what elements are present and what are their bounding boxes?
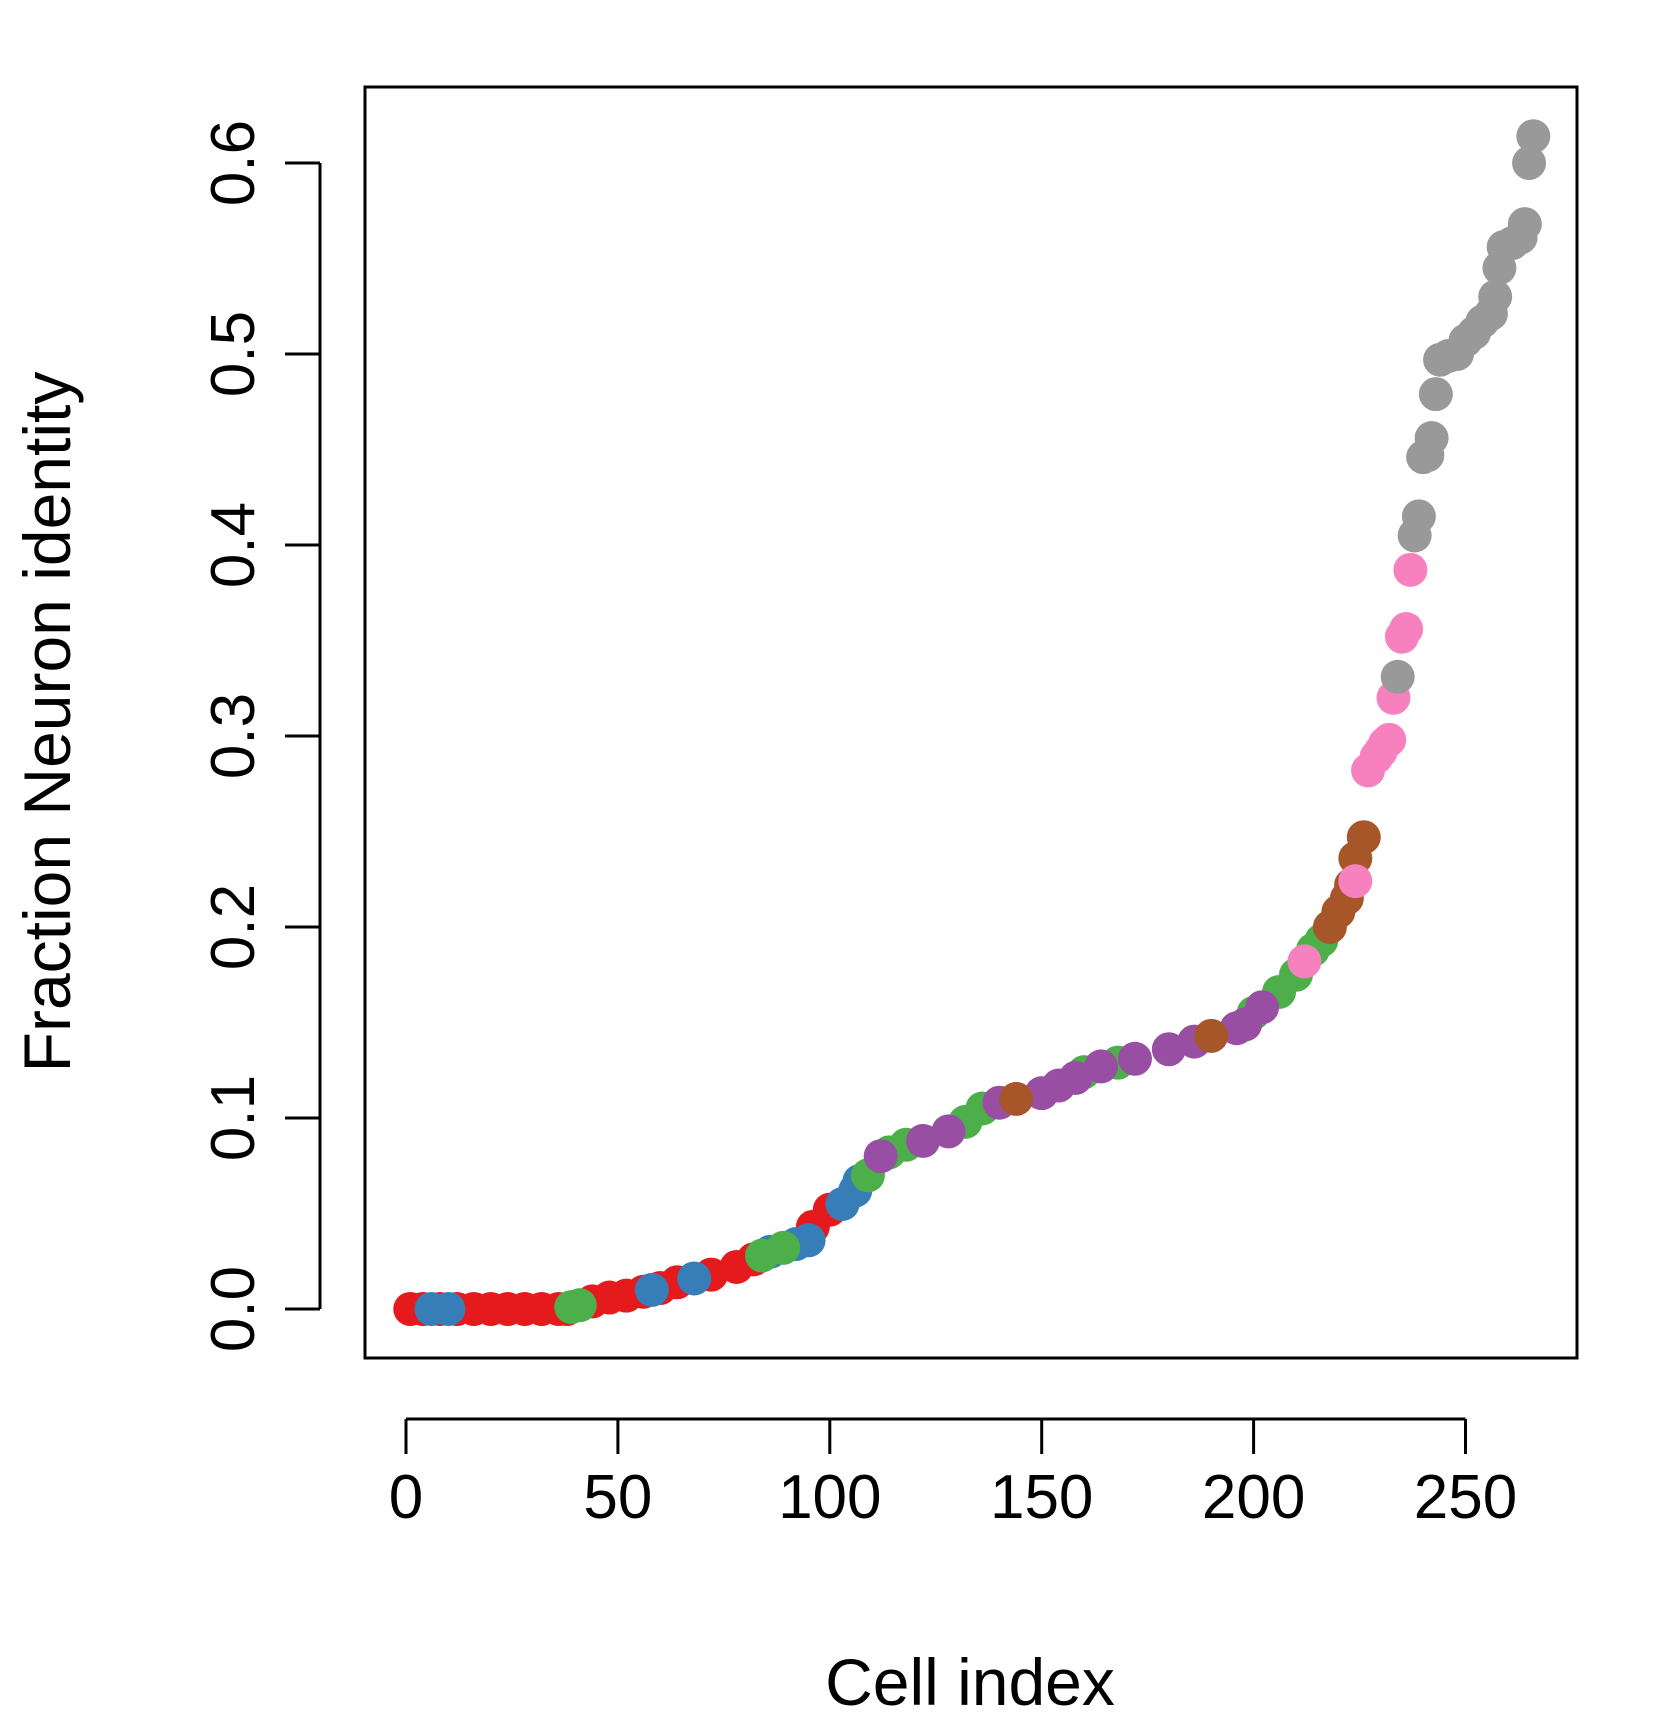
data-point-green: [562, 1288, 597, 1323]
y-tick-label: 0.4: [199, 502, 268, 588]
data-point-gray: [1380, 659, 1415, 694]
x-tick-label: 0: [389, 1463, 423, 1532]
x-axis-title: Cell index: [825, 1645, 1115, 1718]
y-axis: 0.0 0.1 0.2 0.3 0.4 0.5 0.6: [199, 120, 322, 1352]
data-point-pink: [1287, 944, 1322, 979]
y-tick-label: 0.6: [199, 120, 268, 206]
data-point-brown: [999, 1081, 1034, 1116]
y-tick-label: 0.1: [199, 1075, 268, 1161]
data-point-purple: [1058, 1060, 1093, 1095]
data-point-pink: [1338, 864, 1373, 899]
data-point-pink: [1393, 552, 1428, 587]
data-point-brown: [1194, 1018, 1229, 1053]
data-point-purple: [1245, 990, 1280, 1025]
y-axis-title: Fraction Neuron identity: [10, 372, 84, 1073]
x-tick-label: 100: [778, 1463, 881, 1532]
y-tick-label: 0.3: [199, 693, 268, 779]
data-point-gray: [1516, 119, 1551, 154]
points-layer: [393, 119, 1551, 1326]
x-axis: 0 50 100 150 200 250: [389, 1417, 1517, 1532]
plot-frame: [363, 85, 1579, 1360]
data-point-purple: [1117, 1041, 1152, 1076]
data-point-gray: [1478, 279, 1513, 314]
x-tick-label: 150: [990, 1463, 1093, 1532]
y-tick-label: 0.5: [199, 311, 268, 397]
data-point-gray: [1507, 207, 1542, 242]
data-point-gray: [1401, 499, 1436, 534]
data-point-blue: [677, 1261, 712, 1296]
data-point-purple: [863, 1139, 898, 1174]
y-tick-label: 0.0: [199, 1266, 268, 1352]
y-tick-label: 0.2: [199, 884, 268, 970]
data-point-gray: [1418, 377, 1453, 412]
data-point-brown: [1346, 820, 1381, 855]
x-tick-label: 250: [1414, 1463, 1517, 1532]
x-tick-label: 200: [1202, 1463, 1305, 1532]
data-point-blue: [431, 1292, 466, 1326]
data-point-green: [766, 1230, 801, 1265]
data-point-blue: [634, 1272, 669, 1307]
data-point-gray: [1512, 146, 1547, 180]
data-point-gray: [1414, 421, 1449, 456]
data-point-pink: [1372, 722, 1407, 757]
data-point-purple: [1084, 1049, 1119, 1084]
x-tick-label: 50: [583, 1463, 652, 1532]
data-point-pink: [1389, 612, 1424, 647]
data-point-purple: [931, 1114, 966, 1149]
